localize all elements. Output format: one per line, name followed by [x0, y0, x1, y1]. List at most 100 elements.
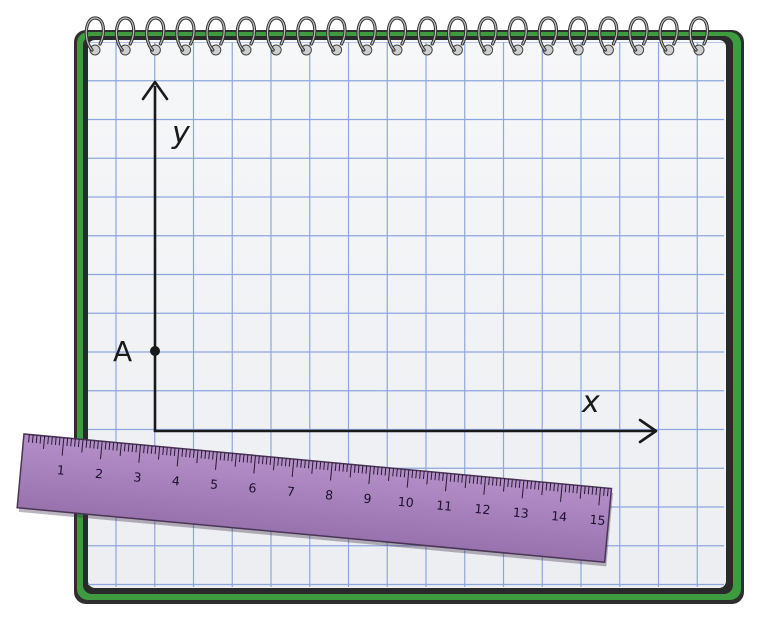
ruler-tick — [338, 463, 341, 472]
ruler-tick — [143, 445, 145, 454]
spiral-ring-icon — [114, 16, 136, 56]
ruler-tick — [242, 454, 245, 463]
ruler-tick — [28, 434, 30, 443]
spiral-ring-icon — [175, 16, 196, 56]
ruler-tick — [61, 437, 65, 456]
ruler-tick — [403, 469, 406, 478]
ruler-tick — [196, 450, 199, 464]
ruler-tick — [231, 453, 234, 462]
ruler-tick — [392, 468, 395, 477]
ruler-tick — [476, 476, 479, 485]
ruler-tick — [311, 460, 314, 474]
ruler-tick — [200, 450, 203, 459]
spiral-ring-icon — [205, 16, 226, 56]
ruler-tick — [430, 471, 433, 480]
ruler-tick — [127, 443, 130, 452]
ruler-tick — [58, 437, 61, 446]
ruler-tick — [223, 452, 226, 461]
ruler-number: 14 — [551, 508, 568, 524]
ruler-tick — [411, 470, 414, 479]
ruler-tick — [116, 442, 118, 451]
ruler-tick — [42, 435, 46, 449]
ruler-tick — [499, 478, 502, 487]
ruler-tick — [154, 446, 157, 455]
ruler-tick — [368, 466, 372, 485]
ruler-tick — [234, 453, 237, 467]
ruler-tick — [587, 486, 590, 495]
ruler-tick — [47, 436, 49, 445]
ruler-tick — [603, 487, 605, 496]
ruler-tick — [511, 479, 513, 488]
ruler-tick — [415, 470, 418, 479]
y-axis-label: y — [171, 116, 191, 151]
ruler-tick — [181, 448, 184, 457]
spiral-ring-icon — [235, 16, 257, 56]
ruler-tick — [495, 477, 498, 486]
ruler-tick — [277, 457, 280, 466]
ruler-tick — [549, 482, 552, 491]
ruler-tick — [150, 445, 153, 454]
ruler-tick — [66, 438, 69, 447]
ruler-tick — [173, 447, 176, 457]
ruler-tick — [526, 480, 529, 489]
spiral-ring-icon — [537, 16, 559, 56]
ruler-number: 2 — [95, 466, 104, 482]
ruler-tick — [89, 440, 92, 449]
ruler-tick — [307, 460, 310, 469]
spiral-ring-icon — [567, 16, 589, 56]
ruler-number: 15 — [589, 512, 606, 528]
ruler-tick — [189, 449, 191, 458]
spiral-ring-icon — [296, 16, 317, 56]
ruler-tick — [384, 467, 387, 476]
ruler-tick — [346, 463, 349, 473]
ruler-tick — [583, 486, 586, 495]
ruler-tick — [215, 451, 218, 470]
ruler-tick — [35, 435, 38, 444]
ruler-tick — [461, 474, 464, 483]
ruler-tick — [253, 455, 257, 474]
ruler-tick — [406, 469, 410, 488]
ruler-tick — [376, 466, 379, 475]
ruler-number: 12 — [474, 501, 491, 517]
ruler-tick — [426, 471, 429, 485]
ruler-tick — [606, 488, 609, 497]
ruler-tick — [514, 479, 517, 488]
ruler-tick — [296, 459, 299, 468]
ruler-tick — [330, 462, 333, 481]
ruler-tick — [176, 448, 180, 467]
x-axis-label: x — [581, 385, 600, 420]
ruler-tick — [488, 477, 490, 486]
ruler-tick — [419, 470, 421, 479]
ruler-tick — [185, 449, 188, 458]
ruler-tick — [250, 455, 253, 464]
ruler-tick — [530, 481, 533, 490]
spiral-ring-icon — [507, 16, 528, 56]
ruler-ticks — [28, 434, 609, 506]
ruler-tick — [319, 461, 322, 470]
spiral-ring-icon — [447, 16, 468, 56]
ruler-tick — [434, 472, 437, 481]
spiral-binding — [84, 16, 710, 56]
ruler-tick — [100, 441, 103, 460]
ruler-number: 5 — [210, 476, 219, 492]
ruler-tick — [284, 458, 287, 467]
ruler-tick — [39, 435, 42, 444]
ruler-tick — [157, 446, 161, 460]
ruler-tick — [291, 458, 295, 478]
ruler-tick — [300, 459, 303, 468]
ruler-tick — [445, 473, 448, 492]
ruler-tick — [323, 461, 326, 470]
ruler-number: 1 — [56, 462, 65, 478]
ruler-tick — [166, 447, 168, 456]
spiral-ring-icon — [356, 16, 377, 56]
ruler-tick — [518, 479, 521, 489]
ruler-tick — [70, 438, 72, 447]
spiral-ring-icon — [84, 16, 106, 56]
ruler-tick — [545, 482, 548, 491]
ruler-tick — [568, 484, 571, 493]
ruler-tick — [380, 467, 383, 476]
spiral-ring-icon — [688, 16, 710, 56]
ruler-tick — [97, 440, 99, 449]
ruler-tick — [521, 480, 525, 499]
ruler-tick — [246, 454, 249, 463]
